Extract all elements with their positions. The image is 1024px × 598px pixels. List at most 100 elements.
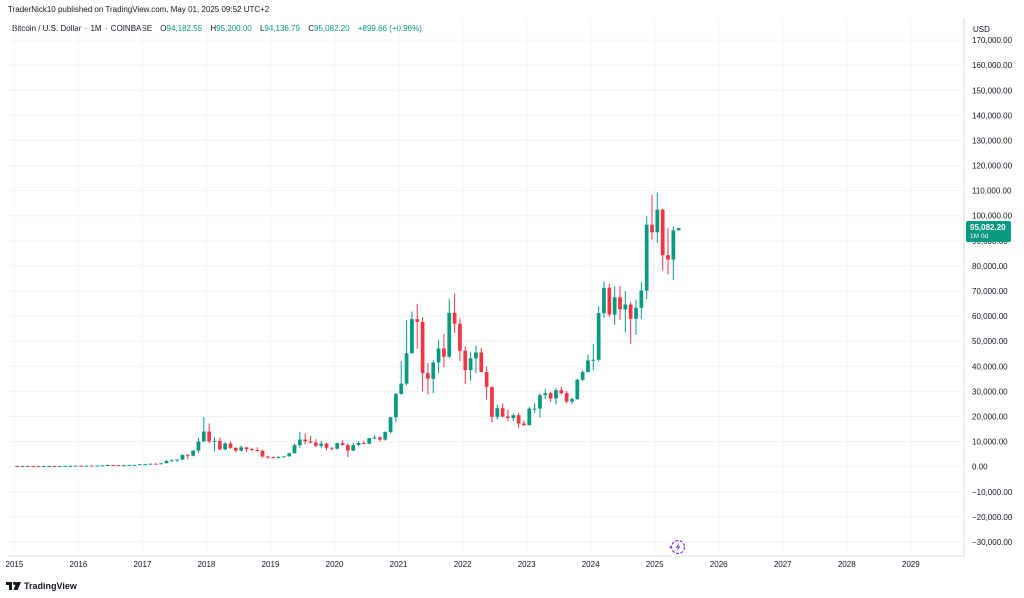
candle-body	[68, 465, 73, 467]
candle-body	[586, 360, 590, 373]
candle-body	[543, 393, 548, 396]
candle-body	[265, 456, 270, 458]
candle-body	[330, 447, 334, 449]
x-tick-label: 2022	[454, 560, 472, 569]
y-tick-label: −30,000.00	[972, 538, 1013, 547]
last-price-tag: 95,082.20 1M 0d	[966, 221, 1011, 242]
candle-body	[644, 224, 649, 291]
candle-body	[169, 460, 174, 462]
last-price: 95,082.20	[970, 223, 1006, 232]
candle-body	[484, 372, 489, 387]
candle-body	[474, 352, 478, 359]
y-tick-label: 50,000.00	[972, 337, 1008, 346]
candle-body	[554, 390, 558, 399]
y-tick-label: 80,000.00	[972, 262, 1008, 271]
candle-body	[431, 362, 436, 379]
candle-body	[356, 442, 361, 446]
candle-body	[548, 393, 553, 399]
candle-body	[671, 230, 676, 260]
candle-body	[500, 408, 505, 417]
candle-body	[612, 297, 617, 315]
symbol-legend: Bitcoin / U.S. Dollar · 1M · COINBASE O9…	[12, 24, 422, 33]
candle-body	[36, 466, 41, 468]
y-tick-label: 40,000.00	[972, 362, 1008, 371]
candle-body	[410, 319, 414, 354]
candle-body	[201, 431, 206, 442]
candle-body	[388, 417, 393, 433]
candle-body	[634, 307, 638, 319]
candle-body	[180, 454, 185, 460]
candle-body	[378, 437, 382, 440]
y-tick-label: 100,000.00	[972, 212, 1013, 221]
candle-body	[479, 352, 484, 373]
x-tick-label: 2019	[262, 560, 280, 569]
candle-body	[570, 399, 574, 402]
candle-body	[666, 255, 670, 260]
candle-body	[89, 465, 94, 467]
candle-body	[623, 304, 628, 310]
legend-exchange: COINBASE	[110, 24, 153, 33]
candle-body	[580, 372, 585, 380]
candle-body	[452, 312, 457, 324]
candle-body	[287, 453, 292, 457]
legend-symbol[interactable]: Bitcoin / U.S. Dollar	[12, 24, 82, 33]
candle-body	[618, 297, 622, 310]
candle-body	[271, 457, 276, 459]
candle-body	[57, 466, 62, 468]
currency-label[interactable]: USD	[973, 25, 990, 34]
candle-body	[31, 466, 35, 468]
candle-body	[233, 447, 238, 451]
candle-body	[383, 432, 388, 440]
candle-body	[351, 445, 356, 451]
candle-body	[15, 465, 19, 467]
events-icon[interactable]	[668, 538, 686, 561]
y-tick-label: 30,000.00	[972, 387, 1008, 396]
y-tick-label: 140,000.00	[972, 111, 1013, 120]
candle-body	[79, 465, 83, 467]
candle-body	[372, 437, 377, 439]
candle-body	[255, 450, 260, 452]
candle-body	[394, 393, 398, 418]
tradingview-logo-icon	[6, 581, 21, 590]
candle-body	[164, 460, 169, 464]
candle-body	[276, 457, 281, 459]
candle-body	[324, 443, 329, 448]
legend-open: 94,182.55	[166, 24, 203, 33]
candle-body	[463, 350, 468, 371]
y-tick-label: 160,000.00	[972, 61, 1013, 70]
candle-body	[426, 373, 430, 379]
candle-body	[260, 450, 265, 457]
tradingview-logo[interactable]: TradingView	[6, 581, 77, 591]
candle-body	[575, 379, 580, 400]
candle-body	[559, 390, 564, 394]
legend-interval[interactable]: 1M	[90, 24, 102, 33]
legend-change: +899.66 (+0.96%)	[357, 24, 422, 33]
candle-body	[602, 287, 606, 314]
candle-body	[532, 408, 537, 410]
legend-high: 95,200.00	[216, 24, 252, 33]
y-tick-label: 110,000.00	[972, 187, 1012, 196]
x-tick-label: 2015	[6, 560, 24, 569]
candle-body	[95, 465, 99, 467]
candle-body	[313, 442, 318, 446]
candle-body	[436, 348, 441, 363]
candle-body	[511, 415, 516, 418]
y-tick-label: 70,000.00	[972, 287, 1008, 296]
x-tick-label: 2029	[902, 560, 920, 569]
candle-body	[442, 348, 446, 357]
candle-body	[447, 312, 452, 357]
candle-body	[100, 465, 105, 467]
candle-body	[660, 209, 665, 256]
candle-body	[292, 445, 297, 454]
candle-body	[244, 447, 249, 450]
x-tick-label: 2024	[582, 560, 600, 569]
y-tick-label: 150,000.00	[972, 86, 1013, 95]
candle-body	[591, 359, 596, 361]
x-tick-label: 2025	[646, 560, 664, 569]
candle-body	[143, 464, 147, 466]
x-tick-label: 2016	[70, 560, 88, 569]
candle-body	[420, 321, 425, 374]
candle-body	[212, 440, 217, 442]
candle-body	[468, 358, 473, 371]
